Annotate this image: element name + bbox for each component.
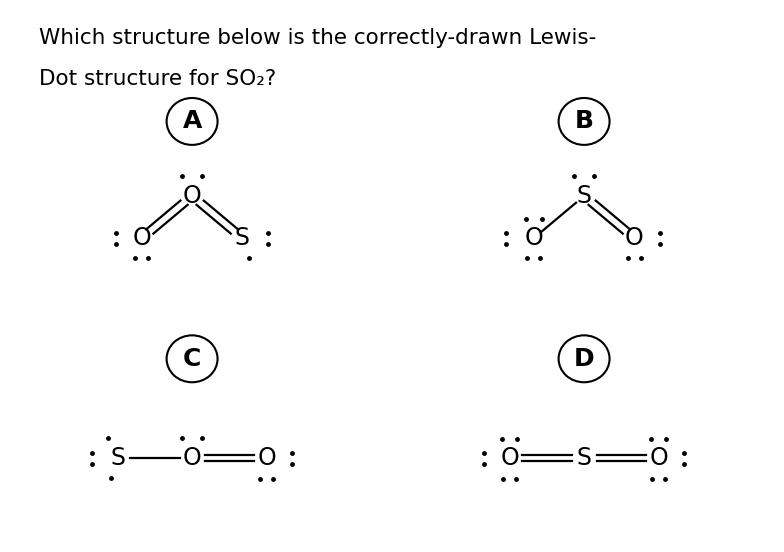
- Text: O: O: [524, 226, 543, 250]
- Text: S: S: [235, 226, 250, 250]
- Text: Dot structure for SO₂?: Dot structure for SO₂?: [39, 69, 277, 89]
- Text: S: S: [576, 446, 592, 470]
- Text: A: A: [183, 109, 201, 134]
- Text: S: S: [110, 446, 125, 470]
- Text: Which structure below is the correctly-drawn Lewis-: Which structure below is the correctly-d…: [39, 28, 597, 47]
- Text: O: O: [257, 446, 276, 470]
- Text: B: B: [575, 109, 593, 134]
- Text: O: O: [649, 446, 668, 470]
- Text: O: O: [183, 446, 201, 470]
- Text: D: D: [574, 347, 594, 371]
- Text: S: S: [576, 184, 592, 208]
- Text: O: O: [132, 226, 151, 250]
- Text: O: O: [625, 226, 644, 250]
- Text: C: C: [183, 347, 201, 371]
- Text: O: O: [183, 184, 201, 208]
- Text: O: O: [500, 446, 519, 470]
